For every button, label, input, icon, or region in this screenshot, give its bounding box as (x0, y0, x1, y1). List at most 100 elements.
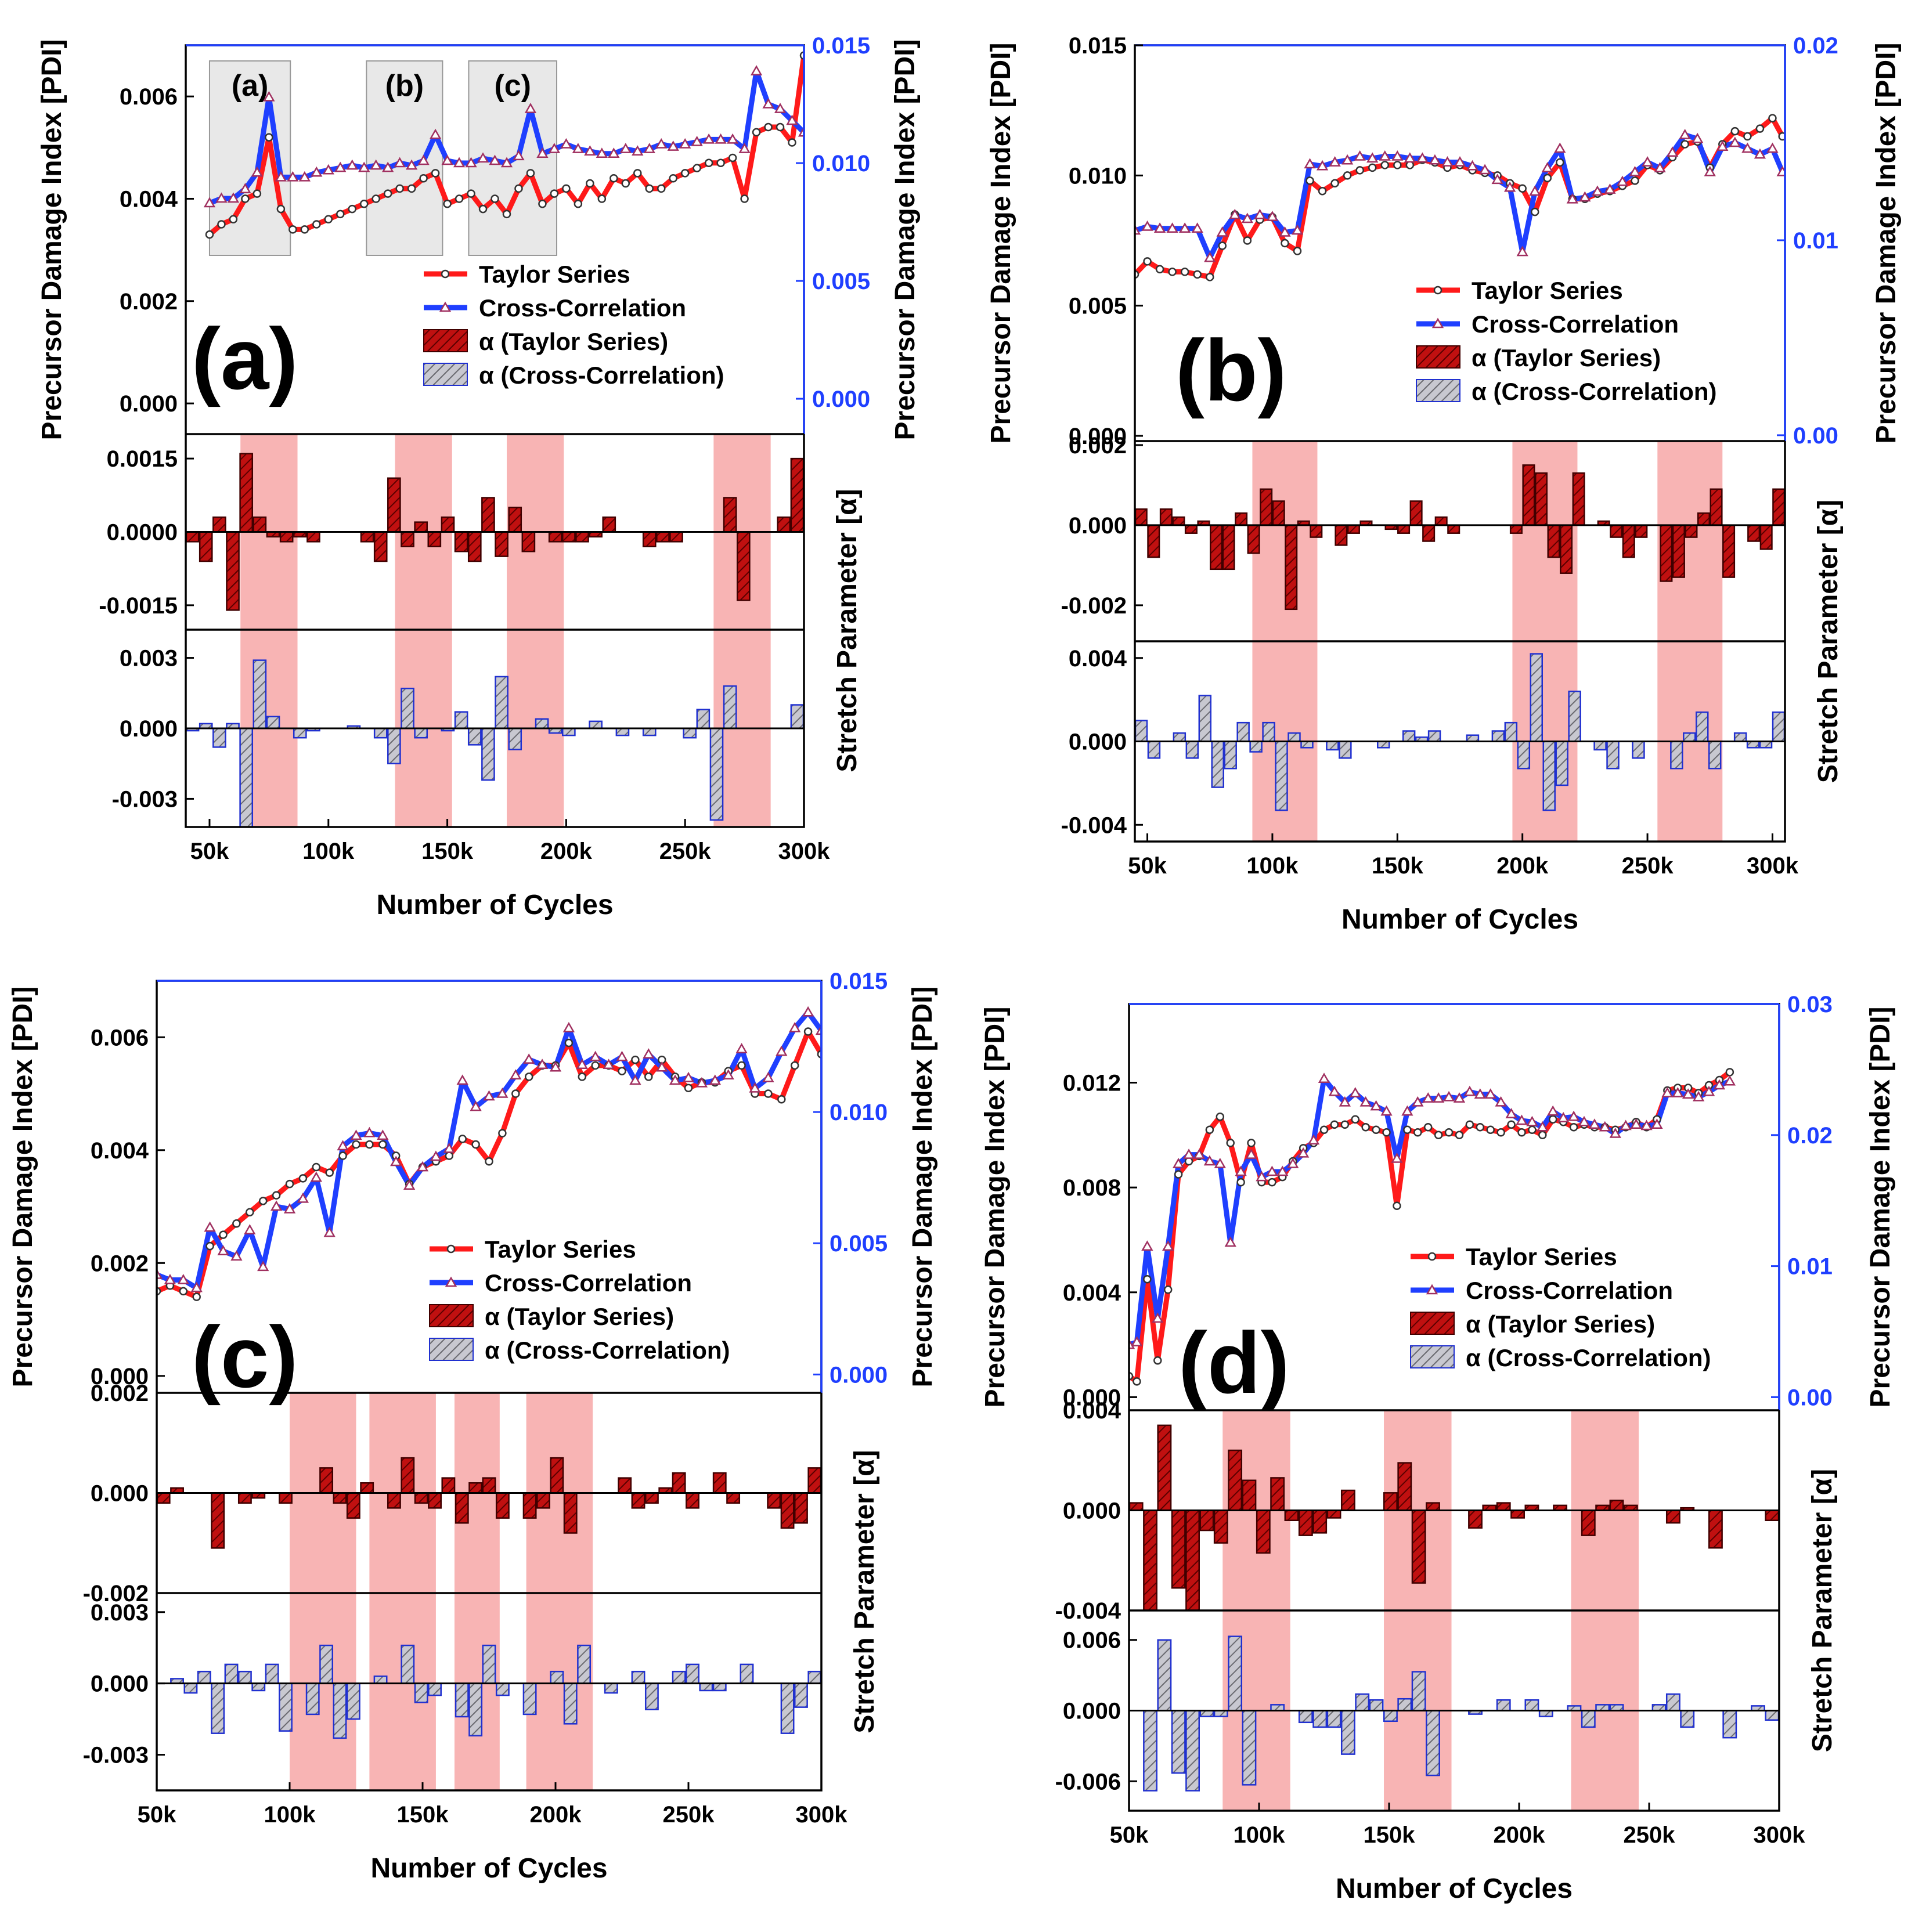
cross-point (1287, 1157, 1299, 1168)
alpha-cross-tick-label: 0.000 (1069, 730, 1127, 755)
alpha-taylor-bar (1708, 1510, 1723, 1549)
cross-point (656, 1061, 668, 1072)
alpha-taylor-bar (736, 531, 751, 601)
alpha-cross-tick-label: 0.003 (91, 1600, 149, 1626)
alpha-cross-bar (1530, 653, 1543, 742)
taylor-point (1556, 158, 1564, 167)
alpha-cross-bar (1377, 741, 1390, 749)
alpha-taylor-bar (414, 521, 428, 533)
x-tick-label: 300k (778, 839, 831, 864)
cross-point (1503, 181, 1516, 192)
alpha-taylor-bar (1347, 524, 1360, 534)
alpha-cross-bar (1759, 741, 1773, 749)
cross-point (1588, 1118, 1601, 1129)
alpha-taylor-bar (1560, 524, 1573, 574)
alpha-cross-bar (1262, 721, 1275, 742)
alpha-taylor-bar (1635, 524, 1648, 538)
cross-point (679, 138, 691, 149)
taylor-point (644, 1072, 653, 1081)
pdi-right-tick-label: 0.01 (1787, 1254, 1833, 1280)
taylor-point (491, 194, 499, 203)
alpha-cross-tick-label: 0.006 (1063, 1628, 1121, 1653)
alpha-cross-bar (401, 687, 414, 730)
taylor-point (790, 1061, 799, 1070)
pdi-left-tick-label: 0.004 (120, 186, 178, 212)
taylor-point (1351, 1115, 1360, 1124)
alpha-cross-bar (723, 685, 737, 730)
taylor-point (458, 1135, 467, 1143)
alpha-cross-bar (1397, 1698, 1412, 1711)
x-tick-label: 200k (1496, 853, 1549, 879)
taylor-point (338, 1151, 347, 1160)
pdi-right-tick-label: 0.03 (1787, 992, 1833, 1017)
taylor-point (1355, 166, 1364, 175)
alpha-taylor-bar (522, 1492, 537, 1519)
alpha-taylor-bar (360, 1482, 374, 1494)
cross-point (616, 1050, 628, 1061)
alpha-cross-bar (1134, 720, 1148, 742)
taylor-point (258, 1197, 268, 1205)
cross-point (350, 1129, 362, 1140)
alpha-cross-bar (1171, 1710, 1186, 1774)
cross-point (750, 65, 763, 75)
cross-point (584, 145, 596, 156)
alpha-cross-bar (1504, 721, 1518, 742)
cross-point (726, 133, 739, 144)
cross-point (1466, 160, 1478, 171)
taylor-point (378, 1140, 387, 1149)
pdi-left-tick-label: 0.000 (120, 391, 178, 417)
alpha-cross-bar (495, 1682, 510, 1696)
cross-point (562, 1021, 575, 1032)
cross-point (1241, 212, 1254, 223)
cross-point (334, 161, 347, 172)
cross-point (776, 1045, 788, 1056)
alpha-taylor-bar (185, 531, 200, 543)
taylor-point (1343, 171, 1352, 180)
alpha-cross-bar (1147, 741, 1161, 759)
y-axis-label-right: Precursor Damage Index [PDI] (1865, 1007, 1896, 1408)
legend-label: α (Taylor Series) (485, 1303, 674, 1330)
alpha-cross-bar (468, 1682, 483, 1737)
alpha-taylor-bar (1710, 488, 1723, 526)
alpha-taylor-bar (1622, 524, 1635, 558)
alpha-cross-bar (211, 1682, 225, 1734)
cross-point (536, 1059, 549, 1069)
taylor-point (740, 194, 749, 203)
alpha-cross-bar (1298, 1710, 1313, 1724)
taylor-point (1538, 1131, 1547, 1140)
cross-point (669, 1074, 681, 1085)
taylor-point (1205, 1125, 1214, 1135)
alpha-taylor-bar (1522, 464, 1535, 526)
alpha-cross-bar (266, 716, 280, 730)
alpha-cross-bar (1426, 1710, 1440, 1776)
taylor-point (467, 189, 475, 198)
cross-point (1341, 154, 1354, 165)
cross-point (1276, 1165, 1289, 1176)
y-axis-label-alpha: Stretch Parameter [α] (1807, 1469, 1838, 1752)
alpha-taylor-bar (481, 497, 495, 533)
alpha-taylor-tick-label: 0.002 (91, 1381, 149, 1406)
alpha-taylor-bar (1298, 1510, 1313, 1536)
taylor-point (1530, 207, 1539, 216)
alpha-taylor-bar (428, 1492, 442, 1509)
alpha-cross-bar (481, 727, 495, 781)
taylor-point (788, 138, 796, 147)
alpha-taylor-bar (441, 516, 455, 533)
taylor-point (1768, 114, 1777, 122)
taylor-point (514, 184, 523, 193)
cross-point (1704, 165, 1716, 176)
alpha-cross-bar (631, 1670, 645, 1684)
cross-point (1379, 150, 1391, 161)
alpha-cross-tick-label: 0.000 (120, 716, 178, 742)
taylor-point (265, 133, 273, 142)
alpha-cross-bar (683, 727, 697, 739)
cross-point (702, 133, 715, 144)
cross-point (1404, 152, 1416, 163)
alpha-taylor-bar (1270, 1477, 1285, 1511)
taylor-point (621, 179, 630, 188)
alpha-cross-bar (401, 1644, 415, 1684)
x-tick-label: 100k (302, 839, 355, 864)
pdi-left-tick-label: 0.010 (1069, 163, 1127, 189)
alpha-cross-bar (522, 1682, 537, 1716)
alpha-cross-bar (237, 1670, 252, 1684)
